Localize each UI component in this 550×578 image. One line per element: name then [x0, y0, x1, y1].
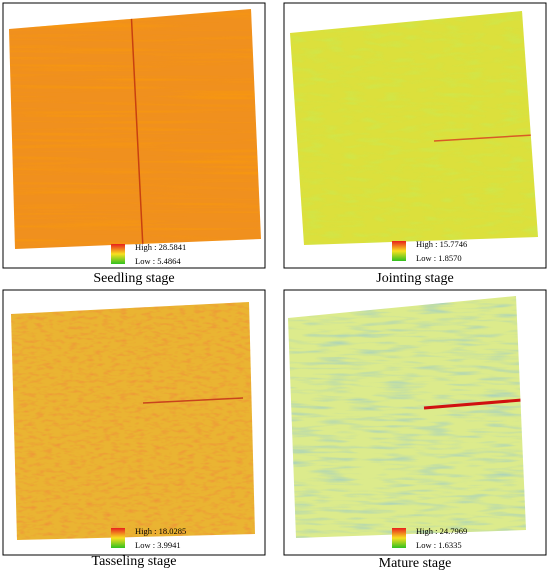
panel-frame	[283, 289, 547, 556]
raster-map	[11, 302, 255, 540]
raster-map	[9, 9, 261, 249]
caption: Tasseling stage	[92, 554, 177, 569]
caption: Seedling stage	[93, 271, 174, 286]
panel: High : 15.7746 Low : 1.8570 Jointing stage	[283, 2, 547, 286]
panel: High : 28.5841 Low : 5.4864 Seedling stage	[2, 2, 266, 286]
legend-low: Low : 1.8570	[416, 253, 462, 263]
panel-frame	[283, 2, 547, 269]
panel: High : 24.7969 Low : 1.6335 Mature stage	[283, 289, 547, 571]
caption: Jointing stage	[376, 271, 453, 286]
caption: Mature stage	[379, 556, 452, 571]
raster-map	[290, 11, 538, 245]
raster-map	[288, 296, 526, 538]
legend-low: Low : 1.6335	[416, 540, 462, 550]
legend-swatch	[111, 528, 125, 548]
legend-high: High : 15.7746	[416, 239, 467, 249]
legend-low: Low : 5.4864	[135, 256, 181, 266]
legend-high: High : 28.5841	[135, 242, 186, 252]
legend-swatch	[392, 241, 406, 261]
legend-swatch	[111, 244, 125, 264]
panel-frame	[2, 289, 266, 556]
legend-low: Low : 3.9941	[135, 540, 181, 550]
legend-high: High : 18.0285	[135, 526, 186, 536]
legend-swatch	[392, 528, 406, 548]
legend-high: High : 24.7969	[416, 526, 467, 536]
panel: High : 18.0285 Low : 3.9941 Tasseling stag…	[2, 289, 266, 569]
panel-frame	[2, 2, 266, 269]
